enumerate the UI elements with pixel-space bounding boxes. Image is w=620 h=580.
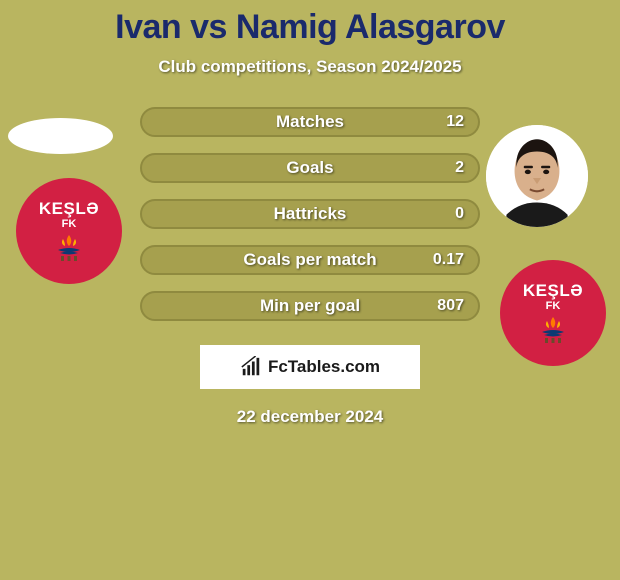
stat-value: 807 <box>437 297 464 315</box>
player-right-avatar <box>486 125 588 227</box>
date-text: 22 december 2024 <box>0 407 620 427</box>
stat-label: Hattricks <box>142 204 478 224</box>
stat-row: Goals per match0.17 <box>140 245 480 275</box>
stat-row: Hattricks0 <box>140 199 480 229</box>
brand-text: FcTables.com <box>268 357 380 377</box>
club-badge-left: KEŞLƏ FK <box>16 178 122 284</box>
stat-value: 0 <box>455 205 464 223</box>
stat-label: Min per goal <box>142 296 478 316</box>
club-sub: FK <box>546 300 561 312</box>
chart-icon <box>240 356 262 378</box>
player-left-avatar <box>8 118 113 154</box>
stat-row: Matches12 <box>140 107 480 137</box>
stat-value: 0.17 <box>433 251 464 269</box>
club-badge-right: KEŞLƏ FK <box>500 260 606 366</box>
brand-box: FcTables.com <box>200 345 420 389</box>
stat-value: 2 <box>455 159 464 177</box>
club-name: KEŞLƏ <box>39 199 99 219</box>
club-emblem-icon <box>52 233 86 263</box>
page-title: Ivan vs Namig Alasgarov <box>0 0 620 47</box>
stat-label: Goals <box>142 158 478 178</box>
subtitle: Club competitions, Season 2024/2025 <box>0 57 620 77</box>
stat-label: Matches <box>142 112 478 132</box>
stat-value: 12 <box>446 113 464 131</box>
stat-label: Goals per match <box>142 250 478 270</box>
stat-row: Min per goal807 <box>140 291 480 321</box>
club-emblem-icon <box>536 315 570 345</box>
club-sub: FK <box>62 218 77 230</box>
stat-row: Goals2 <box>140 153 480 183</box>
stats-table: Matches12 Goals2 Hattricks0 Goals per match… <box>140 107 480 321</box>
club-name: KEŞLƏ <box>523 281 583 301</box>
